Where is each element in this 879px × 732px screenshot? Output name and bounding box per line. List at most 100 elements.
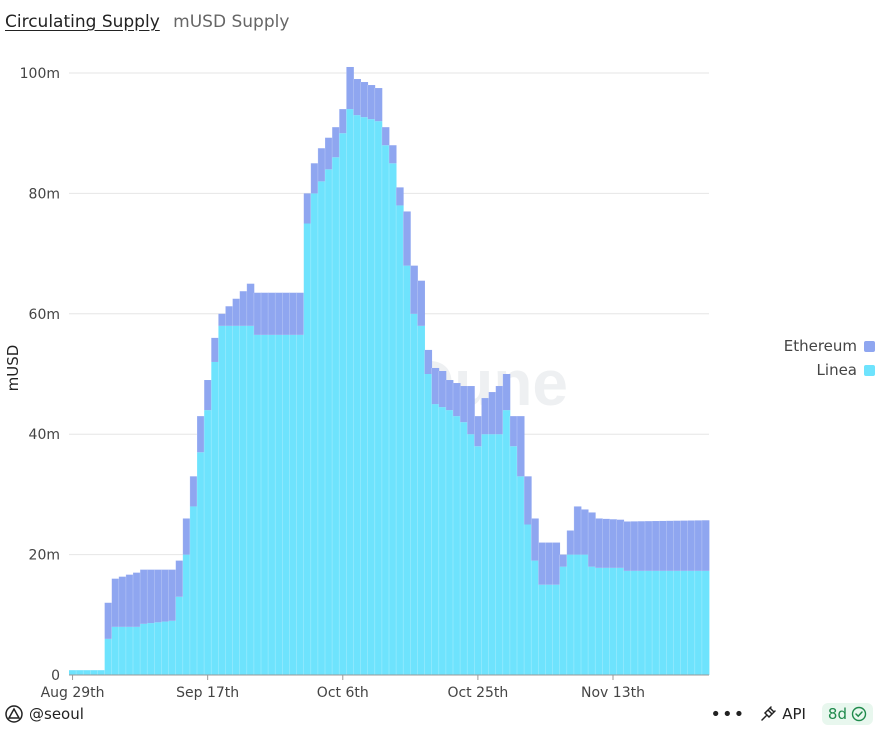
bar-ethereum[interactable] (182, 518, 191, 555)
bar-linea[interactable] (182, 554, 191, 675)
bar-linea[interactable] (360, 117, 369, 675)
bar-ethereum[interactable] (573, 506, 582, 555)
bar-linea[interactable] (517, 476, 525, 675)
bar-linea[interactable] (225, 325, 233, 675)
bar-linea[interactable] (509, 446, 518, 675)
bar-ethereum[interactable] (595, 518, 603, 568)
bar-linea[interactable] (645, 570, 653, 675)
bar-ethereum[interactable] (253, 292, 262, 335)
bar-linea[interactable] (403, 265, 411, 675)
bar-linea[interactable] (83, 670, 91, 675)
bar-linea[interactable] (147, 623, 155, 675)
bar-linea[interactable] (602, 567, 610, 675)
bar-linea[interactable] (211, 361, 219, 675)
bar-ethereum[interactable] (403, 211, 411, 266)
bar-linea[interactable] (637, 570, 646, 675)
bar-linea[interactable] (275, 334, 283, 675)
bar-ethereum[interactable] (353, 79, 361, 116)
bar-linea[interactable] (161, 621, 169, 675)
bar-linea[interactable] (552, 584, 561, 675)
bar-ethereum[interactable] (282, 292, 290, 335)
bar-linea[interactable] (289, 334, 297, 675)
bar-linea[interactable] (282, 334, 290, 675)
bar-linea[interactable] (424, 374, 433, 675)
bar-ethereum[interactable] (197, 416, 205, 453)
bar-linea[interactable] (339, 133, 347, 675)
bar-ethereum[interactable] (410, 265, 418, 314)
bar-ethereum[interactable] (374, 88, 383, 122)
bar-ethereum[interactable] (218, 313, 226, 326)
bar-ethereum[interactable] (296, 292, 305, 335)
bar-linea[interactable] (296, 334, 305, 675)
bar-linea[interactable] (125, 626, 134, 675)
bar-ethereum[interactable] (367, 85, 376, 120)
bar-linea[interactable] (325, 169, 333, 675)
tab-circulating-supply[interactable]: Circulating Supply (5, 12, 160, 32)
legend-item-linea[interactable]: Linea (784, 358, 875, 382)
bar-ethereum[interactable] (438, 370, 447, 408)
bar-linea[interactable] (545, 584, 553, 675)
bar-linea[interactable] (381, 145, 390, 676)
bar-linea[interactable] (189, 506, 198, 675)
bar-ethereum[interactable] (389, 145, 397, 164)
bar-ethereum[interactable] (239, 291, 248, 326)
bar-ethereum[interactable] (339, 109, 347, 134)
bar-linea[interactable] (218, 325, 226, 675)
bar-ethereum[interactable] (481, 398, 489, 435)
bar-linea[interactable] (502, 410, 511, 675)
bar-linea[interactable] (90, 670, 98, 675)
bar-ethereum[interactable] (517, 416, 525, 477)
bar-ethereum[interactable] (467, 386, 475, 435)
bar-ethereum[interactable] (502, 374, 511, 411)
bar-ethereum[interactable] (303, 193, 312, 224)
bar-ethereum[interactable] (566, 530, 575, 555)
bar-ethereum[interactable] (133, 572, 141, 627)
bar-ethereum[interactable] (147, 569, 155, 624)
bar-ethereum[interactable] (204, 380, 212, 411)
bar-ethereum[interactable] (125, 574, 134, 627)
bar-linea[interactable] (474, 446, 482, 675)
bar-linea[interactable] (609, 567, 617, 675)
bar-linea[interactable] (104, 638, 113, 675)
bar-ethereum[interactable] (396, 187, 404, 206)
bar-linea[interactable] (673, 570, 681, 675)
bar-ethereum[interactable] (189, 476, 198, 507)
bar-linea[interactable] (268, 334, 276, 675)
bar-ethereum[interactable] (559, 554, 568, 567)
bar-linea[interactable] (118, 626, 127, 675)
bar-linea[interactable] (701, 570, 710, 675)
bar-linea[interactable] (303, 223, 312, 676)
bar-ethereum[interactable] (474, 416, 482, 447)
bar-linea[interactable] (310, 193, 319, 675)
bar-ethereum[interactable] (531, 518, 539, 561)
bar-linea[interactable] (346, 109, 354, 676)
bar-linea[interactable] (566, 554, 575, 675)
bar-ethereum[interactable] (211, 337, 219, 362)
bar-ethereum[interactable] (630, 521, 639, 571)
bar-ethereum[interactable] (275, 292, 283, 335)
tab-musd-supply[interactable]: mUSD Supply (173, 12, 290, 32)
bar-ethereum[interactable] (261, 292, 269, 335)
bar-ethereum[interactable] (645, 521, 653, 571)
bar-linea[interactable] (595, 567, 603, 675)
bar-ethereum[interactable] (538, 542, 546, 585)
bar-linea[interactable] (133, 626, 141, 675)
bar-ethereum[interactable] (545, 542, 553, 585)
bar-ethereum[interactable] (609, 519, 617, 568)
age-badge[interactable]: 8d (821, 703, 873, 725)
bar-linea[interactable] (623, 570, 632, 675)
bar-ethereum[interactable] (332, 127, 340, 158)
bar-ethereum[interactable] (687, 520, 696, 571)
bar-ethereum[interactable] (424, 349, 433, 374)
bar-linea[interactable] (680, 570, 689, 675)
bar-ethereum[interactable] (488, 392, 497, 435)
bar-linea[interactable] (431, 404, 440, 675)
bar-ethereum[interactable] (168, 569, 177, 621)
bar-linea[interactable] (460, 422, 468, 675)
bar-ethereum[interactable] (460, 386, 468, 423)
bar-linea[interactable] (69, 670, 77, 675)
bar-ethereum[interactable] (673, 520, 681, 571)
bar-ethereum[interactable] (325, 137, 333, 170)
bar-linea[interactable] (261, 334, 269, 675)
bar-ethereum[interactable] (268, 292, 276, 335)
